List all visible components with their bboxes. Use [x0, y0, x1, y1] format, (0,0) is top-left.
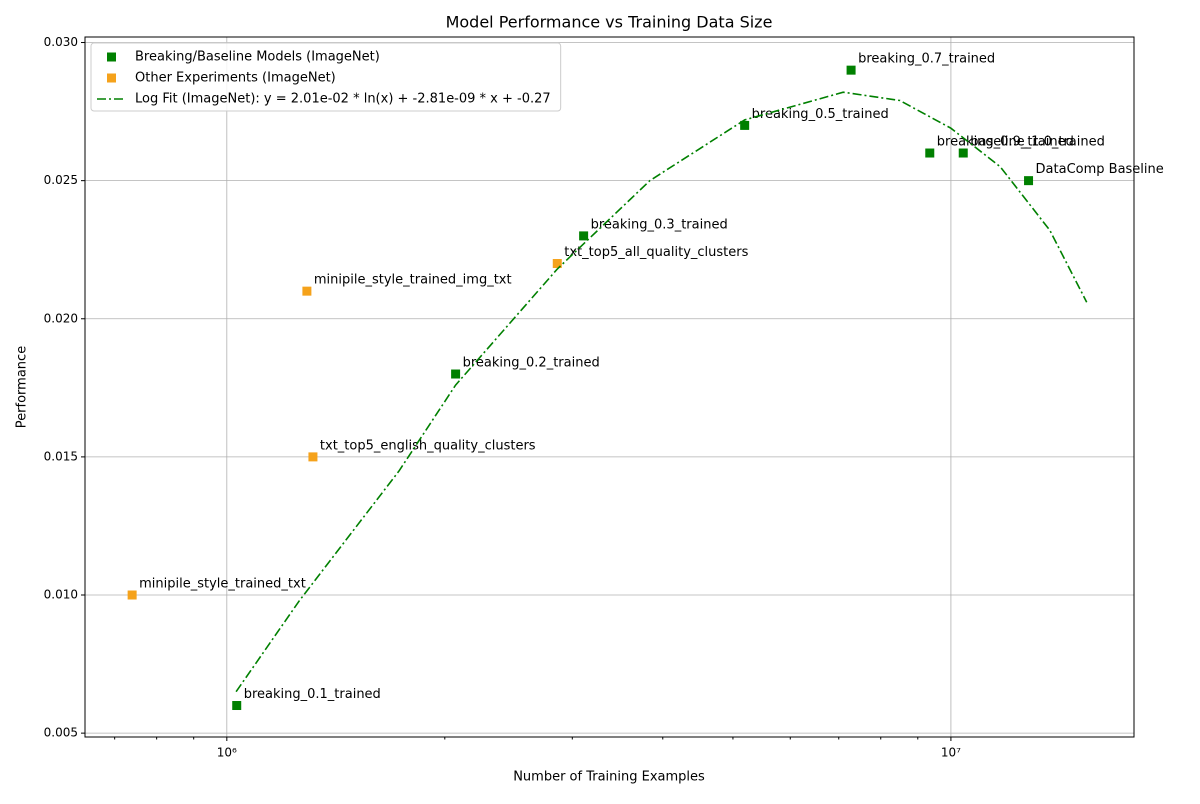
- point-label: minipile_style_trained_txt: [139, 577, 306, 592]
- chart-title: Model Performance vs Training Data Size: [446, 13, 773, 32]
- data-point: [958, 148, 968, 158]
- point-label: breaking_0.2_trained: [463, 356, 600, 371]
- point-label: minipile_style_trained_img_txt: [314, 273, 512, 288]
- data-point: [451, 369, 461, 379]
- x-tick-label: 10⁶: [217, 746, 237, 760]
- y-tick-label: 0.025: [44, 173, 78, 187]
- y-tick-label: 0.015: [44, 449, 78, 463]
- point-label: breaking_0.1_trained: [244, 687, 381, 702]
- x-axis-label: Number of Training Examples: [513, 770, 705, 785]
- legend-label: Breaking/Baseline Models (ImageNet): [135, 50, 380, 65]
- data-point: [308, 452, 318, 462]
- point-label: breaking_0.9_trained: [937, 135, 1074, 150]
- data-point: [127, 590, 137, 600]
- legend-box: [90, 42, 562, 112]
- y-tick-label: 0.030: [44, 35, 78, 49]
- data-point: [232, 701, 242, 711]
- legend-marker: [107, 52, 116, 62]
- data-point: [846, 65, 856, 75]
- point-label: DataComp Baseline: [1036, 162, 1164, 177]
- y-axis-label: Performance: [15, 346, 30, 428]
- point-label: breaking_0.3_trained: [591, 217, 728, 232]
- data-point: [1024, 176, 1034, 186]
- point-label: txt_top5_english_quality_clusters: [320, 438, 536, 453]
- data-point: [925, 148, 935, 158]
- y-tick-label: 0.005: [44, 726, 78, 740]
- legend-label: Log Fit (ImageNet): y = 2.01e-02 * ln(x)…: [135, 92, 551, 107]
- point-label: breaking_0.7_trained: [858, 52, 995, 67]
- data-point: [552, 259, 562, 269]
- data-point: [579, 231, 589, 241]
- data-point: [740, 120, 750, 130]
- y-tick-label: 0.010: [44, 588, 78, 602]
- point-label: breaking_0.5_trained: [752, 107, 889, 122]
- legend-marker: [107, 73, 116, 83]
- point-label: baseline_1.0_trained: [970, 135, 1105, 150]
- fit-line: [235, 91, 1088, 693]
- plot-frame: [84, 36, 1135, 738]
- y-tick-label: 0.020: [44, 311, 78, 325]
- legend-label: Other Experiments (ImageNet): [135, 71, 336, 86]
- point-label: txt_top5_all_quality_clusters: [564, 245, 748, 260]
- legend: Breaking/Baseline Models (ImageNet) Other…: [90, 42, 562, 112]
- x-tick-label: 10⁷: [941, 746, 961, 760]
- data-point: [302, 286, 312, 296]
